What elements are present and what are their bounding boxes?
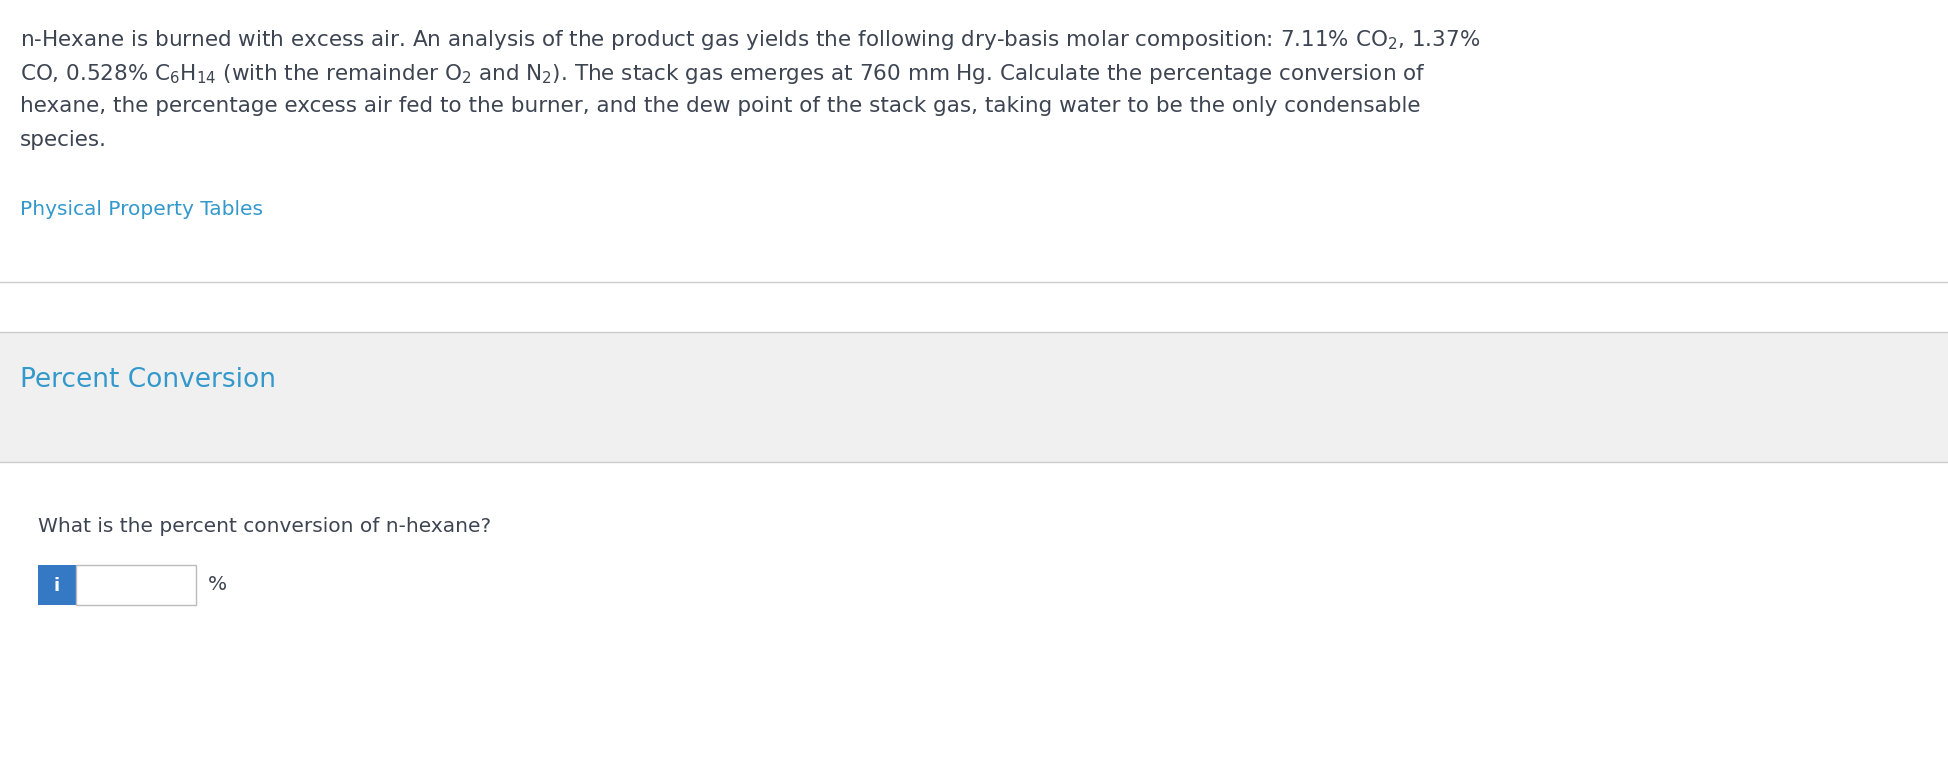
Bar <box>76 565 197 605</box>
Bar <box>39 565 76 605</box>
Bar <box>0 332 1948 462</box>
Text: n-Hexane is burned with excess air. An analysis of the product gas yields the fo: n-Hexane is burned with excess air. An a… <box>19 28 1480 52</box>
Text: Physical Property Tables: Physical Property Tables <box>19 200 263 219</box>
Bar <box>0 0 1948 340</box>
Text: hexane, the percentage excess air fed to the burner, and the dew point of the st: hexane, the percentage excess air fed to… <box>19 96 1420 116</box>
Text: %: % <box>208 575 228 594</box>
Text: Percent Conversion: Percent Conversion <box>19 367 277 393</box>
Text: species.: species. <box>19 130 107 150</box>
Text: i: i <box>55 577 60 595</box>
Bar <box>0 462 1948 758</box>
Text: What is the percent conversion of n-hexane?: What is the percent conversion of n-hexa… <box>39 517 491 536</box>
Text: CO, 0.528% C$_6$H$_{14}$ (with the remainder O$_2$ and N$_2$). The stack gas eme: CO, 0.528% C$_6$H$_{14}$ (with the remai… <box>19 62 1426 86</box>
